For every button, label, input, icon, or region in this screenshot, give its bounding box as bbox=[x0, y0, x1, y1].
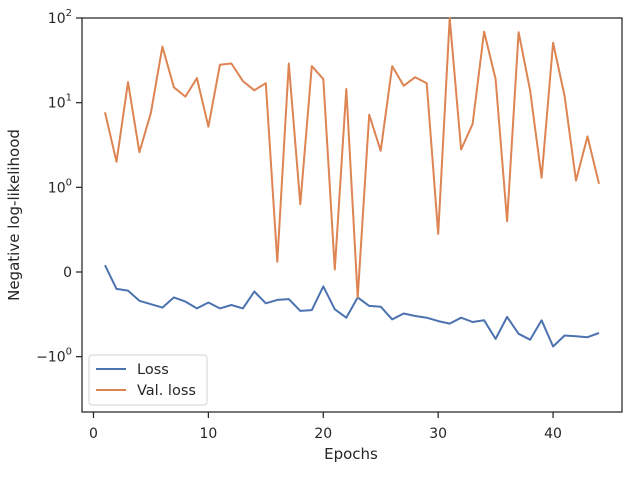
y-tick-label: −100 bbox=[36, 347, 72, 366]
x-tick-label: 0 bbox=[89, 426, 98, 442]
x-axis: 0 10 20 30 40 bbox=[89, 412, 562, 442]
y-tick-label: 0 bbox=[63, 265, 72, 281]
series-line-val-loss bbox=[104, 17, 600, 299]
legend: Loss Val. loss bbox=[88, 354, 208, 406]
series-layer bbox=[104, 17, 600, 348]
x-axis-label: Epochs bbox=[324, 445, 378, 463]
legend-box bbox=[88, 354, 208, 406]
y-tick-label: 101 bbox=[48, 93, 72, 112]
y-tick-label: 100 bbox=[48, 177, 72, 196]
legend-label-loss: Loss bbox=[137, 362, 169, 378]
x-tick-label: 30 bbox=[429, 426, 447, 442]
series-line-loss bbox=[104, 264, 600, 348]
y-axis: 102 101 100 0 −100 bbox=[36, 8, 82, 366]
y-tick-label: 102 bbox=[48, 8, 72, 27]
x-tick-label: 10 bbox=[199, 426, 217, 442]
x-tick-label: 20 bbox=[314, 426, 332, 442]
y-axis-label: Negative log-likelihood bbox=[5, 129, 23, 301]
legend-label-val-loss: Val. loss bbox=[137, 383, 196, 399]
plot-area bbox=[81, 17, 623, 413]
x-tick-label: 40 bbox=[544, 426, 562, 442]
